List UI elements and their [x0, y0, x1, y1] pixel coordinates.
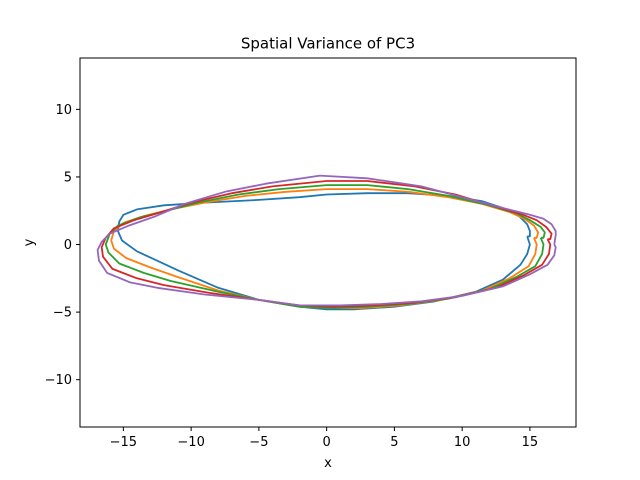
- x-axis-ticks: −15 −10 −5 0 5 10 15: [110, 427, 539, 450]
- series-line-5: [96, 174, 557, 307]
- y-tick-label: 0: [64, 238, 72, 253]
- x-tick-label: 0: [323, 435, 331, 450]
- x-tick-label: −5: [249, 435, 268, 450]
- plot-area: [80, 58, 576, 427]
- x-tick-label: 15: [522, 435, 539, 450]
- y-tick-label: −5: [53, 306, 72, 321]
- y-axis-label: y: [22, 238, 37, 246]
- x-tick-label: −10: [177, 435, 204, 450]
- chart-title: Spatial Variance of PC3: [241, 35, 415, 53]
- y-tick-label: 5: [64, 170, 72, 185]
- axes-border: [79, 57, 577, 428]
- y-tick-label: −10: [45, 373, 72, 388]
- y-axis-ticks: −10 −5 0 5 10: [45, 103, 80, 388]
- x-tick-label: 5: [390, 435, 398, 450]
- x-tick-label: 10: [454, 435, 471, 450]
- axes-frame: [79, 57, 577, 428]
- x-tick-label: −15: [110, 435, 137, 450]
- x-axis-label: x: [324, 456, 332, 471]
- series-layer: [96, 174, 557, 311]
- y-tick-label: 10: [55, 103, 72, 118]
